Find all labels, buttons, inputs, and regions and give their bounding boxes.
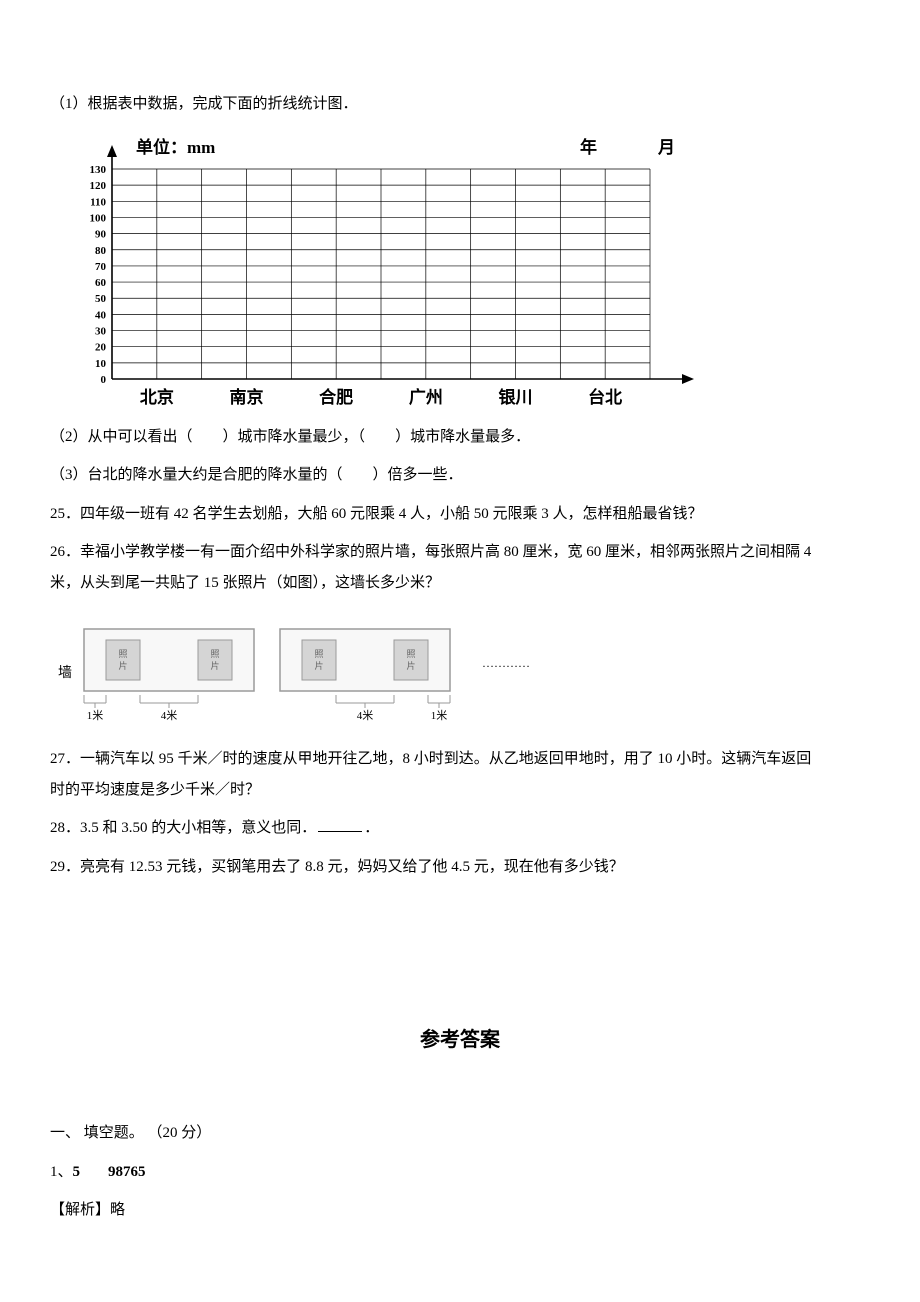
svg-text:银川: 银川 (499, 387, 533, 407)
q3-b: ）倍多一些． (373, 467, 463, 483)
svg-text:60: 60 (95, 277, 107, 289)
svg-text:片: 片 (314, 660, 323, 671)
svg-text:照: 照 (406, 649, 415, 659)
svg-text:100: 100 (90, 212, 107, 224)
section-1-heading: 一、 填空题。 （20 分） (50, 1119, 870, 1148)
svg-text:南京: 南京 (230, 387, 264, 407)
q1-text: 根据表中数据，完成下面的折线统计图． (88, 96, 358, 112)
wall-diagram: 墙照片照片1米4米照片照片4米1米………… (50, 609, 870, 729)
svg-text:年: 年 (580, 137, 597, 157)
svg-text:北京: 北京 (140, 387, 174, 407)
explain-1: 【解析】略 (50, 1196, 870, 1225)
svg-text:130: 130 (90, 164, 107, 176)
q2-c: ）城市降水量最多． (395, 429, 530, 445)
question-28: 28．3.5 和 3.50 的大小相等，意义也同． ． (50, 814, 870, 843)
q2-blank-1 (193, 429, 223, 445)
svg-text:120: 120 (90, 180, 107, 192)
question-27-line2: 时的平均速度是多少千米／时？ (50, 776, 870, 805)
q2-blank-2 (365, 429, 395, 445)
svg-text:月: 月 (657, 138, 675, 157)
svg-text:台北: 台北 (588, 387, 622, 407)
svg-text:80: 80 (95, 244, 107, 256)
svg-text:1米: 1米 (87, 709, 104, 722)
question-25: 25．四年级一班有 42 名学生去划船，大船 60 元限乘 4 人，小船 50 … (50, 500, 870, 529)
svg-text:合肥: 合肥 (319, 387, 353, 407)
svg-text:照: 照 (314, 649, 323, 659)
a1-v1: 5 (73, 1164, 81, 1180)
svg-text:110: 110 (90, 196, 106, 208)
question-3: （3）台北的降水量大约是合肥的降水量的（ ）倍多一些． (50, 461, 870, 490)
svg-text:照: 照 (210, 649, 219, 659)
question-1: （1）根据表中数据，完成下面的折线统计图． (50, 90, 870, 119)
q3-a: 台北的降水量大约是合肥的降水量的（ (88, 467, 343, 483)
q28-a: 28．3.5 和 3.50 的大小相等，意义也同． (50, 820, 316, 836)
a1-num: 1、 (50, 1164, 73, 1180)
q1-prefix: （1） (50, 96, 88, 112)
svg-text:广州: 广州 (409, 387, 443, 407)
question-2: （2）从中可以看出（ ）城市降水量最少，（ ）城市降水量最多． (50, 423, 870, 452)
q3-prefix: （3） (50, 467, 88, 483)
svg-text:墙: 墙 (58, 665, 72, 681)
q2-a: 从中可以看出（ (88, 429, 193, 445)
svg-text:70: 70 (95, 260, 107, 272)
svg-text:20: 20 (95, 341, 107, 353)
question-27-line1: 27．一辆汽车以 95 千米／时的速度从甲地开往乙地，8 小时到达。从乙地返回甲… (50, 745, 870, 774)
svg-text:30: 30 (95, 325, 107, 337)
svg-text:片: 片 (406, 660, 415, 671)
a1-v2: 98765 (108, 1164, 146, 1180)
answer-1: 1、5 98765 (50, 1158, 870, 1187)
q2-b: ）城市降水量最少，（ (223, 429, 366, 445)
question-26-line1: 26．幸福小学教学楼一有一面介绍中外科学家的照片墙，每张照片高 80 厘米，宽 … (50, 538, 870, 567)
svg-text:10: 10 (95, 357, 107, 369)
svg-text:40: 40 (95, 309, 107, 321)
svg-text:片: 片 (210, 660, 219, 671)
q28-b: ． (364, 820, 379, 836)
svg-text:照: 照 (118, 649, 127, 659)
answer-title: 参考答案 (50, 1021, 870, 1059)
q2-prefix: （2） (50, 429, 88, 445)
q3-blank (343, 467, 373, 483)
svg-text:4米: 4米 (357, 709, 374, 722)
line-chart-placeholder: 单位：mm年月1301201101009080706050403020100北京… (50, 129, 870, 419)
question-26-line2: 米，从头到尾一共贴了 15 张照片（如图），这墙长多少米？ (50, 569, 870, 598)
svg-text:4米: 4米 (161, 709, 178, 722)
svg-text:…………: ………… (482, 656, 530, 670)
svg-text:50: 50 (95, 293, 107, 305)
svg-text:单位：mm: 单位：mm (136, 137, 215, 157)
wall-svg: 墙照片照片1米4米照片照片4米1米………… (50, 609, 530, 729)
q28-blank (318, 831, 362, 832)
svg-text:90: 90 (95, 228, 107, 240)
svg-text:片: 片 (118, 660, 127, 671)
question-29: 29．亮亮有 12.53 元钱，买钢笔用去了 8.8 元，妈妈又给了他 4.5 … (50, 853, 870, 882)
svg-text:0: 0 (101, 374, 107, 386)
svg-text:1米: 1米 (431, 709, 448, 722)
chart-svg: 单位：mm年月1301201101009080706050403020100北京… (50, 129, 730, 419)
